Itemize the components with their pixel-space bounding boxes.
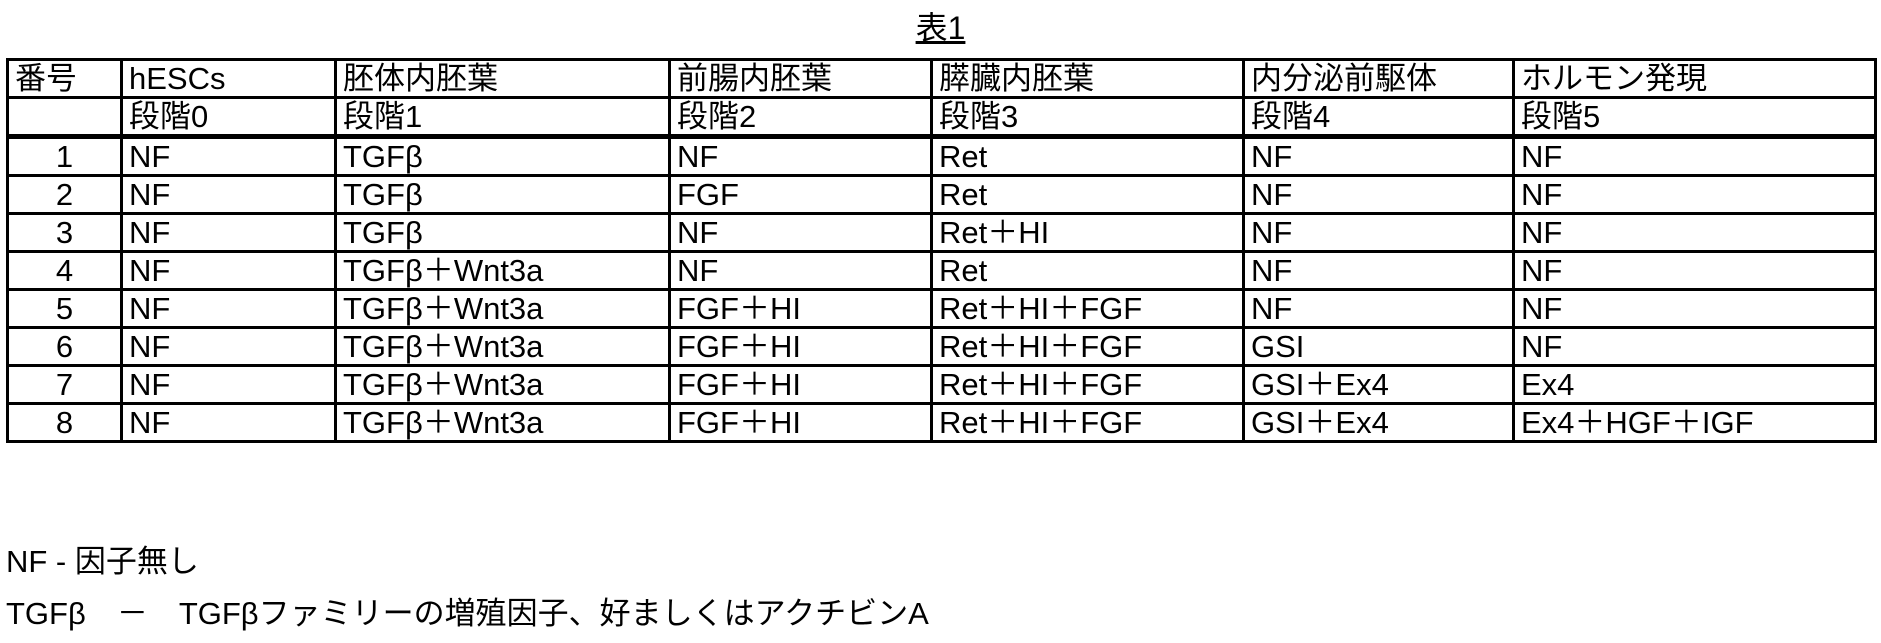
table-row: 1NFTGFβNFRetNFNF [8,137,1876,176]
table-title-text: 表1 [916,10,966,46]
cell: TGFβ＋Wnt3a [336,252,670,290]
cell: FGF＋HI [670,366,932,404]
cell: 胚体内胚葉 [336,60,670,98]
cell: Ret＋HI＋FGF [932,328,1244,366]
cell: NF [670,137,932,176]
cell: NF [122,366,336,404]
cell: NF [122,176,336,214]
cell: NF [1514,214,1876,252]
cell: GSI [1244,328,1514,366]
cell: FGF [670,176,932,214]
cell-number: 1 [8,137,122,176]
cell: Ret [932,252,1244,290]
cell: NF [122,328,336,366]
cell: 段階0 [122,98,336,137]
cell: GSI＋Ex4 [1244,404,1514,442]
footnote-nf: NF - 因子無し [6,542,199,582]
cell: 段階1 [336,98,670,137]
cell-number [8,98,122,137]
cell: Ex4 [1514,366,1876,404]
cell: ホルモン発現 [1514,60,1876,98]
cell: 段階4 [1244,98,1514,137]
cell-number: 8 [8,404,122,442]
cell: Ret＋HI＋FGF [932,290,1244,328]
table-row: 4NFTGFβ＋Wnt3aNFRetNFNF [8,252,1876,290]
cell: FGF＋HI [670,328,932,366]
footnote-tgfb: TGFβ － TGFβファミリーの増殖因子、好ましくはアクチビンA [6,594,929,634]
cell: TGFβ [336,176,670,214]
cell: hESCs [122,60,336,98]
cell-number: 2 [8,176,122,214]
cell: FGF＋HI [670,404,932,442]
cell: TGFβ [336,214,670,252]
table-row: 2NFTGFβFGFRetNFNF [8,176,1876,214]
cell: NF [1514,137,1876,176]
cell: 段階2 [670,98,932,137]
cell: TGFβ＋Wnt3a [336,290,670,328]
cell-number: 3 [8,214,122,252]
stage-row: 段階0段階1段階2段階3段階4段階5 [8,98,1876,137]
cell: Ret＋HI＋FGF [932,366,1244,404]
cell: 段階5 [1514,98,1876,137]
cell: TGFβ [336,137,670,176]
cell: NF [122,290,336,328]
data-table: 番号hESCs胚体内胚葉前腸内胚葉膵臓内胚葉内分泌前駆体ホルモン発現段階0段階1… [6,58,1877,443]
cell-number: 4 [8,252,122,290]
header-row: 番号hESCs胚体内胚葉前腸内胚葉膵臓内胚葉内分泌前駆体ホルモン発現 [8,60,1876,98]
cell: NF [670,214,932,252]
cell-number: 6 [8,328,122,366]
cell-number: 番号 [8,60,122,98]
cell: Ret [932,176,1244,214]
cell: NF [1244,176,1514,214]
cell: Ret [932,137,1244,176]
cell: NF [122,137,336,176]
cell: TGFβ＋Wnt3a [336,328,670,366]
cell: NF [1514,252,1876,290]
cell: 前腸内胚葉 [670,60,932,98]
cell: Ret＋HI [932,214,1244,252]
cell: NF [1244,214,1514,252]
cell: NF [1514,290,1876,328]
table-title: 表1 [0,8,1881,48]
cell: TGFβ＋Wnt3a [336,404,670,442]
cell: NF [1244,252,1514,290]
table-row: 3NFTGFβNFRet＋HINFNF [8,214,1876,252]
table-row: 6NFTGFβ＋Wnt3aFGF＋HIRet＋HI＋FGFGSINF [8,328,1876,366]
table-row: 7NFTGFβ＋Wnt3aFGF＋HIRet＋HI＋FGFGSI＋Ex4Ex4 [8,366,1876,404]
cell: 膵臓内胚葉 [932,60,1244,98]
cell: FGF＋HI [670,290,932,328]
cell: NF [1244,290,1514,328]
cell: 段階3 [932,98,1244,137]
table-row: 5NFTGFβ＋Wnt3aFGF＋HIRet＋HI＋FGFNFNF [8,290,1876,328]
cell: Ex4＋HGF＋IGF [1514,404,1876,442]
cell: NF [1514,176,1876,214]
cell-number: 7 [8,366,122,404]
cell: NF [122,214,336,252]
cell: NF [1514,328,1876,366]
cell-number: 5 [8,290,122,328]
cell: NF [1244,137,1514,176]
cell: GSI＋Ex4 [1244,366,1514,404]
cell: NF [122,404,336,442]
cell: TGFβ＋Wnt3a [336,366,670,404]
cell: 内分泌前駆体 [1244,60,1514,98]
cell: NF [122,252,336,290]
table-row: 8NFTGFβ＋Wnt3aFGF＋HIRet＋HI＋FGFGSI＋Ex4Ex4＋… [8,404,1876,442]
cell: Ret＋HI＋FGF [932,404,1244,442]
cell: NF [670,252,932,290]
